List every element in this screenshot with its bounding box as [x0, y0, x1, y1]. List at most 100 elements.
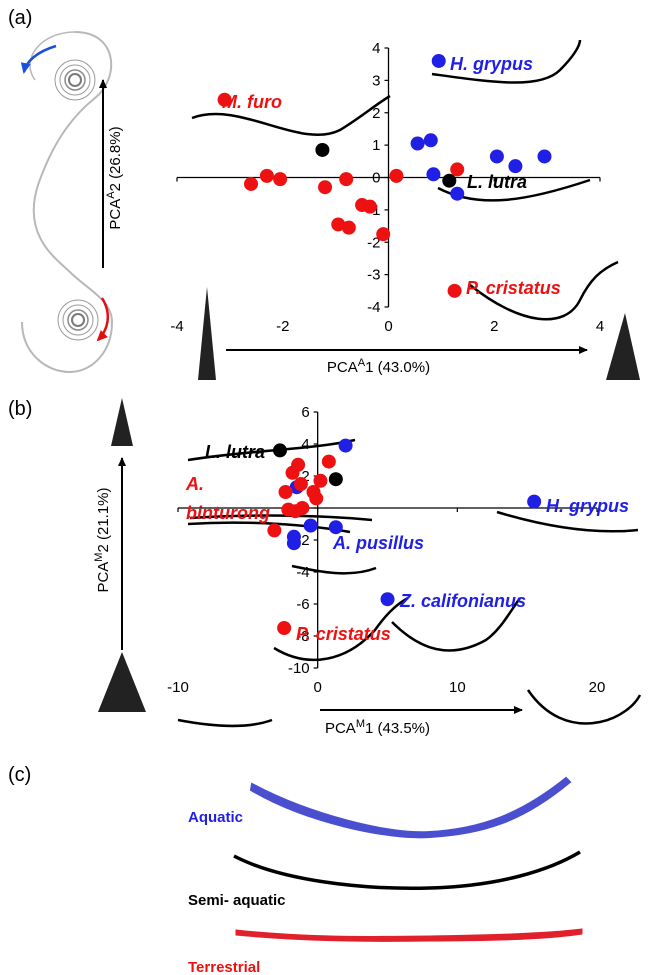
spiral-top-icon — [54, 59, 96, 101]
data-point-terrestrial — [313, 473, 328, 488]
aquatic-shape — [249, 776, 572, 839]
species-label: Z. califonianus — [399, 591, 526, 611]
x-tick-label: -10 — [167, 679, 189, 696]
y-tick-label: 0 — [372, 170, 380, 187]
y-tick-label: -10 — [288, 660, 310, 677]
data-point-terrestrial — [291, 457, 306, 472]
wedge-thin-a-icon — [198, 287, 216, 380]
x-tick-label: -4 — [170, 318, 183, 335]
data-point-aquatic — [380, 592, 395, 607]
data-point-aquatic — [489, 149, 504, 164]
data-point-terrestrial — [318, 180, 333, 195]
terrestrial-shape — [235, 928, 583, 942]
wedge-wide-a-icon — [606, 313, 640, 380]
x-axis-title: PCAM1 (43.5%) — [325, 718, 430, 737]
data-point-terrestrial — [244, 176, 259, 191]
x-tick-label: 2 — [490, 318, 498, 335]
data-point-aquatic — [328, 520, 343, 535]
data-point-aquatic — [286, 536, 301, 551]
data-point-terrestrial — [389, 168, 404, 183]
data-point-terrestrial — [267, 523, 282, 538]
y-tick-label: -6 — [296, 596, 309, 613]
species-label: P. cristatus — [296, 624, 391, 644]
legend-terrestrial: Terrestrial — [188, 959, 260, 975]
data-point-terrestrial — [341, 220, 356, 235]
y-tick-label: 2 — [301, 468, 309, 485]
y-tick-label: 3 — [372, 72, 380, 89]
legend-semi-aquatic: Semi- aquatic — [188, 892, 286, 909]
y-tick-label: -3 — [367, 267, 380, 284]
data-point-terrestrial — [321, 454, 336, 469]
panel-a-schematic — [20, 31, 114, 374]
data-point-aquatic — [338, 438, 353, 453]
y-tick-label: 6 — [301, 404, 309, 421]
x-tick-label: 4 — [596, 318, 604, 335]
x-tick-label: 0 — [384, 318, 392, 335]
data-point-terrestrial — [293, 477, 308, 491]
y-tick-label: 2 — [372, 105, 380, 122]
panel-label-a: (a) — [8, 7, 32, 29]
y-tick-label: -8 — [296, 628, 309, 645]
x-tick-label: 20 — [589, 679, 606, 696]
panel-b-outline-shapes — [177, 438, 642, 728]
y-axis-title: PCAM2 (21.1%) — [93, 487, 112, 592]
data-point-semi-aquatic — [328, 472, 343, 487]
semi-aquatic-shape — [233, 850, 581, 890]
data-point-terrestrial — [362, 199, 377, 214]
data-point-aquatic — [450, 186, 465, 201]
data-point-aquatic — [410, 136, 425, 151]
legend-aquatic: Aquatic — [188, 809, 243, 826]
data-point-terrestrial — [339, 172, 354, 187]
data-point-terrestrial — [295, 501, 310, 515]
species-label: L. lutra — [205, 442, 265, 462]
data-point-terrestrial — [309, 491, 324, 506]
data-point-aquatic — [527, 494, 542, 509]
y-tick-label: 4 — [372, 40, 380, 57]
data-point-terrestrial — [450, 162, 465, 177]
data-point-terrestrial — [278, 485, 293, 499]
data-point-aquatic — [508, 159, 523, 174]
data-point-aquatic — [431, 53, 446, 68]
species-label: P. cristatus — [466, 278, 561, 298]
x-tick-label: 0 — [313, 679, 321, 696]
species-label: M. furo — [222, 92, 282, 112]
y-axis-title: PCAA2 (26.8%) — [105, 126, 124, 229]
wedge-wide-b-icon — [98, 652, 146, 712]
data-point-terrestrial — [331, 217, 346, 232]
panel-label-b: (b) — [8, 398, 32, 420]
x-tick-label: -2 — [276, 318, 289, 335]
y-tick-label: -4 — [296, 564, 309, 581]
wedge-thin-b-icon — [111, 398, 133, 446]
y-tick-label: 1 — [372, 137, 380, 154]
data-point-aquatic — [537, 149, 552, 164]
spiral-bottom-icon — [57, 299, 99, 341]
panel-label-c: (c) — [8, 764, 31, 786]
rotation-arrow-blue-icon — [20, 44, 57, 74]
data-point-terrestrial — [277, 621, 292, 635]
species-label: H. grypus — [546, 496, 629, 516]
y-tick-label: -2 — [367, 234, 380, 251]
y-tick-label: -4 — [367, 299, 380, 316]
data-point-semi-aquatic — [442, 173, 457, 188]
data-point-aquatic — [303, 518, 318, 533]
species-label: A. pusillus — [332, 533, 424, 553]
species-label: L. lutra — [467, 172, 527, 192]
species-label: binturong — [186, 503, 270, 523]
data-point-semi-aquatic — [315, 142, 330, 157]
data-point-aquatic — [423, 133, 438, 148]
data-point-semi-aquatic — [272, 443, 287, 458]
data-point-terrestrial — [259, 168, 274, 183]
x-axis-title: PCAA1 (43.0%) — [327, 357, 430, 376]
rotation-arrow-red-icon — [96, 297, 110, 342]
data-point-terrestrial — [273, 172, 288, 187]
species-label: A. — [185, 474, 204, 494]
data-point-terrestrial — [217, 92, 232, 107]
data-point-terrestrial — [376, 227, 391, 242]
y-tick-label: 4 — [301, 436, 309, 453]
x-tick-label: 10 — [449, 679, 466, 696]
data-point-aquatic — [426, 167, 441, 182]
species-label: H. grypus — [450, 54, 533, 74]
